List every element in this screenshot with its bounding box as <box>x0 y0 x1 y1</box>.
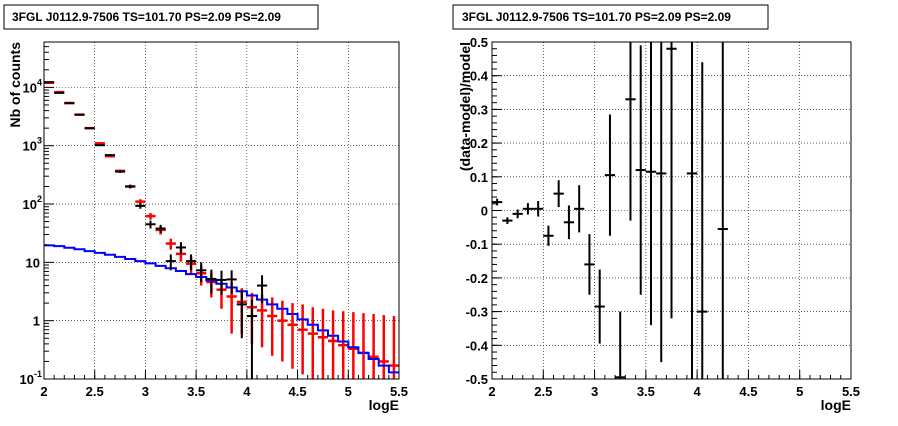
residual-x-tick-label: 2.5 <box>534 384 552 399</box>
counts-data-point <box>74 114 84 115</box>
residual-data-point <box>687 42 697 379</box>
counts-y-tick-label: 102 <box>23 194 42 212</box>
residual-data-point <box>513 209 523 218</box>
counts-y-axis-title: Nb of counts <box>7 42 23 128</box>
residual-x-tick-label: 2 <box>488 384 495 399</box>
residual-data-point <box>533 201 543 217</box>
counts-x-tick-label: 3 <box>142 384 149 399</box>
counts-data-point <box>227 270 237 293</box>
counts-data-point <box>54 93 64 94</box>
residual-y-tick-label: 0 <box>481 204 488 219</box>
counts-y-tick-label: 104 <box>23 77 42 95</box>
counts-data-point <box>145 213 155 220</box>
residual-x-tick-label: 4.5 <box>739 384 757 399</box>
residual-data-point <box>615 312 625 379</box>
counts-panel: 3FGL J0112.9-7506 TS=101.70 PS=2.09 PS=2… <box>4 5 408 413</box>
residual-x-tick-label: 4 <box>694 384 702 399</box>
counts-x-tick-label: 4 <box>243 384 251 399</box>
counts-y-tick-label: 1 <box>33 314 40 329</box>
counts-x-tick-label: 5 <box>345 384 352 399</box>
residual-x-tick-label: 3 <box>591 384 598 399</box>
counts-data-point <box>95 144 105 145</box>
residual-data-point <box>646 42 656 325</box>
counts-frame <box>44 42 399 379</box>
counts-data-point <box>298 304 308 374</box>
counts-data-point <box>237 290 247 338</box>
residual-data-point <box>595 269 605 343</box>
counts-data-point <box>348 312 358 379</box>
residual-data-point <box>574 185 584 232</box>
counts-y-tick-label: 10 <box>26 255 40 270</box>
counts-data-point <box>277 301 287 362</box>
residual-data-point <box>543 226 553 246</box>
counts-data-point <box>247 300 257 379</box>
residual-title: 3FGL J0112.9-7506 TS=101.70 PS=2.09 PS=2… <box>462 10 731 24</box>
residual-series <box>492 42 728 379</box>
residual-data-point <box>554 180 564 207</box>
residual-data-point <box>605 114 615 235</box>
counts-title: 3FGL J0112.9-7506 TS=101.70 PS=2.09 PS=2… <box>12 10 281 24</box>
residual-y-tick-label: -0.2 <box>466 271 488 286</box>
counts-data-point <box>156 225 166 233</box>
counts-series <box>44 82 399 379</box>
residual-y-tick-label: -0.4 <box>466 338 489 353</box>
counts-data-point <box>166 239 176 250</box>
counts-data-point <box>216 271 226 295</box>
residual-title-box: 3FGL J0112.9-7506 TS=101.70 PS=2.09 PS=2… <box>453 5 768 29</box>
counts-grid <box>44 42 399 379</box>
residual-data-point <box>564 205 574 239</box>
counts-data-point <box>389 316 399 379</box>
counts-data-point <box>64 103 74 104</box>
residual-data-point <box>584 234 594 295</box>
counts-data-point <box>176 242 186 254</box>
counts-model-step-line <box>44 245 399 372</box>
residual-y-tick-label: -0.1 <box>466 237 488 252</box>
counts-y-tick-label: 103 <box>23 136 42 154</box>
counts-data-point <box>85 128 95 129</box>
counts-data-point <box>115 170 125 173</box>
counts-data-point <box>287 303 297 369</box>
counts-data-point <box>338 311 348 379</box>
counts-title-box: 3FGL J0112.9-7506 TS=101.70 PS=2.09 PS=2… <box>4 5 318 29</box>
counts-data-point <box>105 154 115 156</box>
counts-data-point <box>145 221 155 229</box>
residual-data-point <box>492 199 502 206</box>
counts-x-tick-label: 3.5 <box>187 384 205 399</box>
residual-data-point <box>656 42 666 362</box>
counts-x-tick-label: 2 <box>40 384 47 399</box>
counts-data-point <box>95 142 105 144</box>
residual-y-tick-label: -0.3 <box>466 305 488 320</box>
residual-panel: 3FGL J0112.9-7506 TS=101.70 PS=2.09 PS=2… <box>453 5 860 413</box>
residual-x-tick-label: 5 <box>796 384 803 399</box>
counts-data-point <box>369 314 379 379</box>
counts-x-tick-label: 2.5 <box>86 384 104 399</box>
residual-x-axis-title: logE <box>821 397 851 413</box>
counts-data-point <box>308 307 318 379</box>
counts-data-point <box>318 309 328 379</box>
residual-y-tick-label: -0.5 <box>466 372 488 387</box>
residual-x-tick-label: 3.5 <box>637 384 655 399</box>
counts-data-point <box>379 315 389 379</box>
residual-data-point <box>697 62 707 379</box>
residual-data-point <box>523 203 533 214</box>
residual-data-point <box>636 45 646 294</box>
counts-data-point <box>358 313 368 379</box>
counts-x-tick-label: 4.5 <box>289 384 307 399</box>
residual-data-point <box>625 42 635 221</box>
residual-y-axis-title: (data-model)/model <box>457 42 473 171</box>
counts-data-point <box>267 297 277 355</box>
residual-data-point <box>502 217 512 224</box>
residual-data-point <box>666 42 676 318</box>
counts-y-tick-label: 10-1 <box>20 369 42 387</box>
counts-x-axis-title: logE <box>369 397 399 413</box>
